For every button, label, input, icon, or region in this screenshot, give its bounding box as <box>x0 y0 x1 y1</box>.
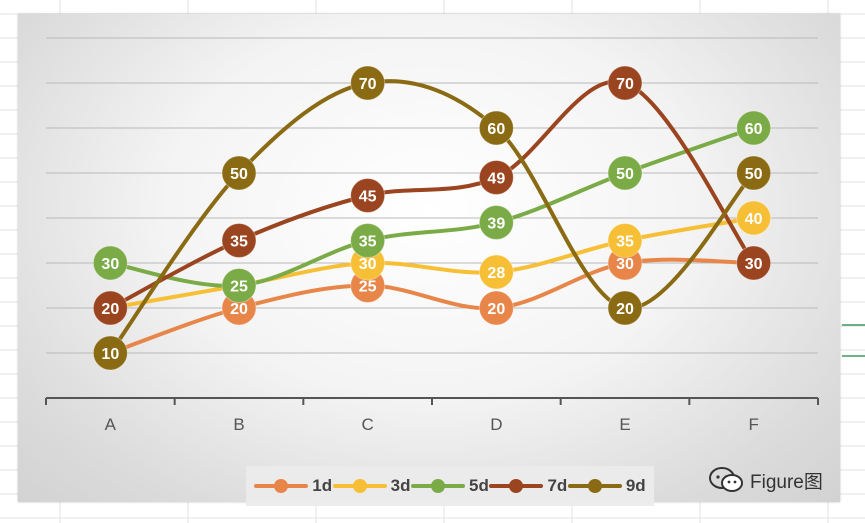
data-label-9d: 70 <box>359 76 377 93</box>
data-label-5d: 25 <box>230 279 248 296</box>
data-point-7d <box>221 223 257 258</box>
data-label-9d: 60 <box>487 121 505 138</box>
data-point-3d <box>607 223 643 258</box>
data-point-9d <box>350 65 386 101</box>
data-label-5d: 50 <box>616 166 634 183</box>
data-point-9d <box>92 335 128 371</box>
watermark: Figure图 <box>708 466 823 494</box>
data-label-3d: 30 <box>359 256 377 273</box>
data-point-5d <box>478 205 514 240</box>
data-point-7d <box>736 245 772 281</box>
x-tick-label: A <box>105 415 117 434</box>
watermark-text: Figure图 <box>750 471 823 493</box>
legend-label: 5d <box>469 476 489 495</box>
data-point-5d <box>607 155 643 191</box>
x-tick-label: F <box>748 415 758 434</box>
data-point-1d <box>478 290 514 326</box>
data-label-1d: 20 <box>230 301 248 318</box>
series-line-7d <box>108 79 756 310</box>
series-line-1d <box>108 257 756 355</box>
legend-swatch <box>332 479 387 493</box>
data-point-3d <box>736 200 772 236</box>
data-point-3d <box>478 254 514 290</box>
legend-swatch-dot <box>352 479 367 493</box>
data-point-7d <box>350 178 386 213</box>
legend-item-5d: 5d <box>411 476 489 496</box>
data-point-9d <box>221 155 257 191</box>
data-label-9d: 10 <box>101 346 119 363</box>
x-tick-label: D <box>490 415 502 434</box>
data-label-7d: 20 <box>101 301 119 318</box>
data-point-5d <box>736 110 772 146</box>
data-label-3d: 40 <box>745 211 763 228</box>
legend-label: 9d <box>625 476 646 495</box>
data-label-9d: 50 <box>230 166 248 183</box>
data-label-5d: 60 <box>745 121 763 138</box>
x-tick-label: C <box>362 415 374 434</box>
legend-swatch <box>254 479 309 493</box>
data-point-5d <box>350 223 386 258</box>
data-label-9d: 20 <box>616 301 634 318</box>
data-label-7d: 35 <box>230 234 248 251</box>
data-label-5d: 30 <box>101 256 119 273</box>
data-point-7d <box>92 290 128 326</box>
legend-swatch-dot <box>509 479 524 493</box>
series-line-9d <box>108 79 756 355</box>
x-tick-label: B <box>233 415 244 434</box>
legend-item-1d: 1d <box>254 476 332 496</box>
legend-label: 1d <box>312 476 333 495</box>
chart-area[interactable]: A B C D E F 20 25 20 30 30 28 35 40 30 25 35 39 50 60 20 35 45… <box>18 14 840 506</box>
legend-swatch <box>411 479 466 493</box>
data-point-9d <box>478 110 514 146</box>
legend-swatch <box>489 479 544 493</box>
legend-label: 3d <box>390 476 411 495</box>
data-label-1d: 25 <box>359 279 377 296</box>
data-label-7d: 30 <box>745 256 763 273</box>
legend-item-7d: 7d <box>489 476 567 496</box>
legend-item-9d: 9d <box>567 476 646 496</box>
data-label-1d: 20 <box>487 301 505 318</box>
series-line-5d <box>108 126 756 288</box>
legend-swatch-dot <box>587 479 602 493</box>
data-label-1d: 30 <box>616 256 634 273</box>
data-point-5d <box>92 245 128 281</box>
data-label-7d: 70 <box>616 76 634 93</box>
data-label-3d: 35 <box>616 234 634 251</box>
data-label-5d: 35 <box>359 234 377 251</box>
chart-legend: 1d 3d 5d 7d 9d <box>246 466 654 506</box>
data-label-9d: 50 <box>745 166 763 183</box>
data-point-9d <box>736 155 772 191</box>
legend-swatch-dot <box>274 479 289 493</box>
data-point-9d <box>607 290 643 326</box>
wechat-icon <box>709 467 743 492</box>
legend-swatch-dot <box>431 479 446 493</box>
legend-item-3d: 3d <box>332 476 411 496</box>
data-point-5d <box>221 268 257 303</box>
data-point-7d <box>478 160 514 195</box>
x-tick-label: E <box>619 415 630 434</box>
legend-label: 7d <box>547 476 568 495</box>
data-label-5d: 39 <box>487 216 505 233</box>
data-label-7d: 45 <box>359 189 377 206</box>
data-label-7d: 49 <box>487 171 505 188</box>
data-label-3d: 28 <box>487 265 505 282</box>
legend-swatch <box>567 479 622 493</box>
data-point-7d <box>607 65 643 101</box>
line-chart: A B C D E F 20 25 20 30 30 28 35 40 30 25 35 39 50 60 20 35 45… <box>45 37 819 434</box>
